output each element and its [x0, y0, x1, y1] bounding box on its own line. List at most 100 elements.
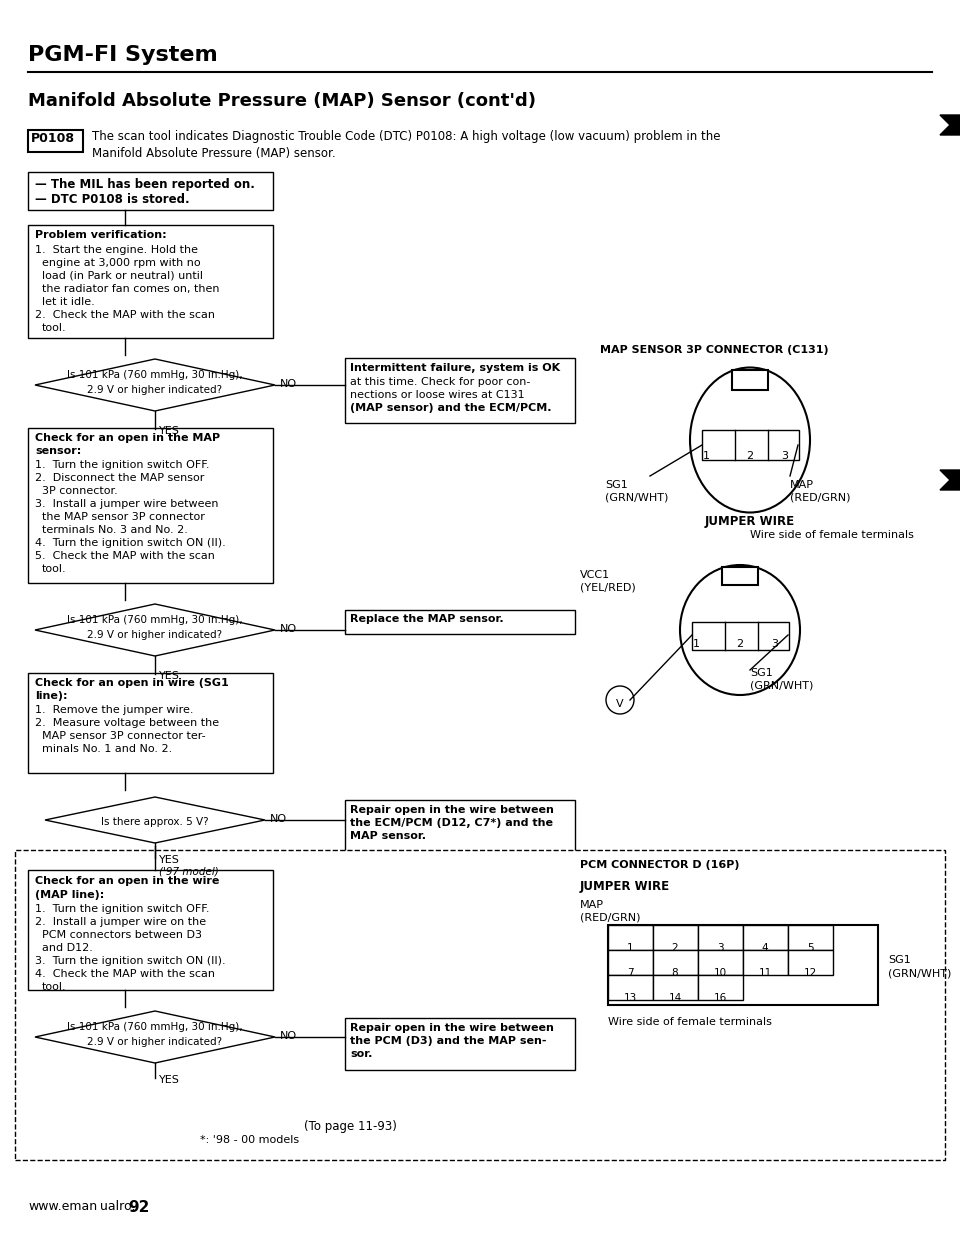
FancyBboxPatch shape [28, 171, 273, 210]
FancyBboxPatch shape [15, 850, 945, 1160]
Text: the MAP sensor 3P connector: the MAP sensor 3P connector [42, 512, 204, 522]
Text: NO: NO [280, 1031, 298, 1041]
Text: 1: 1 [692, 638, 700, 650]
Text: PGM-FI System: PGM-FI System [28, 45, 218, 65]
Text: NO: NO [280, 379, 298, 389]
Text: 4.  Check the MAP with the scan: 4. Check the MAP with the scan [35, 969, 215, 979]
Polygon shape [35, 1011, 275, 1063]
Text: 2: 2 [736, 638, 744, 650]
FancyBboxPatch shape [345, 610, 575, 633]
Bar [732, 370, 768, 390]
Text: and D12.: and D12. [42, 943, 93, 953]
Text: (MAP line):: (MAP line): [35, 891, 105, 900]
Text: 1: 1 [703, 451, 709, 461]
Bar [722, 568, 758, 585]
Text: the ECM/PCM (D12, C7*) and the: the ECM/PCM (D12, C7*) and the [350, 818, 553, 828]
Text: nections or loose wires at C131: nections or loose wires at C131 [350, 390, 524, 400]
Polygon shape [35, 604, 275, 656]
Text: ('97 model): ('97 model) [159, 867, 219, 877]
FancyBboxPatch shape [28, 673, 273, 773]
Text: engine at 3,000 rpm with no: engine at 3,000 rpm with no [42, 258, 201, 268]
Text: Is 101 kPa (760 mmHg, 30 in.Hg),: Is 101 kPa (760 mmHg, 30 in.Hg), [67, 615, 243, 625]
Text: tool.: tool. [42, 982, 66, 992]
Text: 2: 2 [747, 451, 754, 461]
Text: 1.  Turn the ignition switch OFF.: 1. Turn the ignition switch OFF. [35, 460, 209, 469]
Text: Check for an open in wire (SG1: Check for an open in wire (SG1 [35, 678, 228, 688]
Circle shape [606, 686, 634, 714]
FancyBboxPatch shape [345, 1018, 575, 1071]
Text: MAP sensor.: MAP sensor. [350, 831, 426, 841]
FancyBboxPatch shape [788, 950, 833, 975]
Text: (RED/GRN): (RED/GRN) [580, 913, 640, 923]
FancyBboxPatch shape [653, 925, 698, 950]
FancyBboxPatch shape [743, 925, 788, 950]
Polygon shape [45, 797, 265, 843]
Text: NO: NO [270, 814, 287, 823]
Text: — The MIL has been reported on.
— DTC P0108 is stored.: — The MIL has been reported on. — DTC P0… [35, 178, 254, 206]
FancyBboxPatch shape [608, 925, 653, 950]
Text: 2.  Measure voltage between the: 2. Measure voltage between the [35, 718, 219, 728]
FancyBboxPatch shape [698, 950, 743, 975]
Text: PCM CONNECTOR D (16P): PCM CONNECTOR D (16P) [580, 859, 739, 869]
Text: sensor:: sensor: [35, 446, 82, 456]
Text: 2.  Install a jumper wire on the: 2. Install a jumper wire on the [35, 917, 206, 927]
Text: VCC1: VCC1 [580, 570, 611, 580]
Text: 5.  Check the MAP with the scan: 5. Check the MAP with the scan [35, 551, 215, 561]
Text: 3: 3 [781, 451, 788, 461]
Text: www.eman: www.eman [28, 1200, 97, 1213]
Text: SG1: SG1 [750, 668, 773, 678]
FancyBboxPatch shape [608, 950, 653, 975]
Text: SG1: SG1 [888, 955, 911, 965]
Text: (MAP sensor) and the ECM/PCM.: (MAP sensor) and the ECM/PCM. [350, 402, 551, 414]
Text: tool.: tool. [42, 564, 66, 574]
Text: 12: 12 [804, 968, 817, 977]
Polygon shape [940, 469, 960, 491]
Text: (YEL/RED): (YEL/RED) [580, 582, 636, 592]
FancyBboxPatch shape [743, 950, 788, 975]
Text: NO: NO [280, 623, 298, 633]
Text: 11: 11 [758, 968, 772, 977]
Text: 2.9 V or higher indicated?: 2.9 V or higher indicated? [87, 1037, 223, 1047]
Polygon shape [35, 359, 275, 411]
Text: 10: 10 [713, 968, 727, 977]
FancyBboxPatch shape [702, 430, 799, 460]
Text: V: V [616, 699, 624, 709]
Text: Problem verification:: Problem verification: [35, 230, 167, 240]
Text: 3.  Turn the ignition switch ON (II).: 3. Turn the ignition switch ON (II). [35, 956, 226, 966]
Text: *: '98 - 00 models: *: '98 - 00 models [200, 1135, 300, 1145]
Text: YES: YES [159, 426, 180, 436]
Text: 92: 92 [128, 1200, 150, 1215]
Text: 5: 5 [806, 943, 813, 953]
Text: Check for an open in the wire: Check for an open in the wire [35, 876, 220, 886]
Text: YES: YES [159, 1076, 180, 1086]
Text: (GRN/WHT): (GRN/WHT) [605, 492, 668, 502]
Text: YES: YES [159, 671, 180, 681]
Text: (To page 11-93): (To page 11-93) [303, 1120, 396, 1133]
Text: at this time. Check for poor con-: at this time. Check for poor con- [350, 378, 530, 388]
FancyBboxPatch shape [28, 130, 83, 152]
Text: 1.  Turn the ignition switch OFF.: 1. Turn the ignition switch OFF. [35, 904, 209, 914]
Text: Repair open in the wire between: Repair open in the wire between [350, 805, 554, 815]
FancyBboxPatch shape [698, 975, 743, 1000]
Text: 3: 3 [717, 943, 723, 953]
Text: The scan tool indicates Diagnostic Trouble Code (DTC) P0108: A high voltage (low: The scan tool indicates Diagnostic Troub… [92, 130, 721, 143]
Text: 4.  Turn the ignition switch ON (II).: 4. Turn the ignition switch ON (II). [35, 538, 226, 548]
Text: PCM connectors between D3: PCM connectors between D3 [42, 930, 202, 940]
Text: MAP SENSOR 3P CONNECTOR (C131): MAP SENSOR 3P CONNECTOR (C131) [600, 345, 828, 355]
Text: Repair open in the wire between: Repair open in the wire between [350, 1023, 554, 1033]
Text: (GRN/WHT): (GRN/WHT) [750, 681, 813, 691]
Text: 7: 7 [627, 968, 634, 977]
Text: line):: line): [35, 691, 67, 700]
Text: 3: 3 [772, 638, 779, 650]
FancyBboxPatch shape [28, 869, 273, 990]
Text: JUMPER WIRE: JUMPER WIRE [705, 515, 795, 528]
Ellipse shape [690, 368, 810, 513]
Text: YES: YES [159, 854, 180, 864]
Text: 2.9 V or higher indicated?: 2.9 V or higher indicated? [87, 630, 223, 640]
FancyBboxPatch shape [653, 975, 698, 1000]
Text: 1.  Start the engine. Hold the: 1. Start the engine. Hold the [35, 245, 198, 255]
Text: MAP: MAP [580, 900, 604, 910]
Text: 3P connector.: 3P connector. [42, 486, 118, 496]
Text: P0108: P0108 [31, 132, 75, 145]
Text: 2.9 V or higher indicated?: 2.9 V or higher indicated? [87, 385, 223, 395]
